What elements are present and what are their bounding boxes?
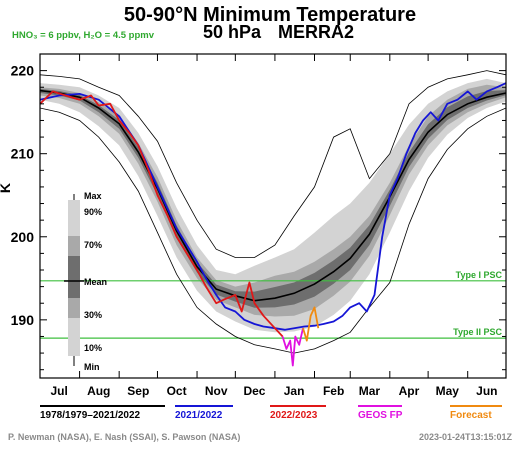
- series-forecast-line: [302, 306, 320, 342]
- psc-label-type-i: Type I PSC: [456, 270, 503, 280]
- x-tick-label: Jun: [476, 384, 497, 398]
- x-axis: Jul Aug Sep Oct Nov Dec Jan Feb Mar Apr May Jun: [50, 54, 498, 398]
- legend-label-1: 2021/2022: [175, 410, 223, 421]
- clim-min-line: [39, 107, 507, 354]
- x-tick-label: Sep: [127, 384, 149, 398]
- inset-label-max: Max: [84, 191, 102, 201]
- y-axis: 190 200 210 220: [11, 53, 506, 371]
- x-tick-label: Mar: [359, 384, 381, 398]
- inset-label-70: 70%: [84, 240, 102, 250]
- y-tick-label: 220: [11, 63, 35, 79]
- x-tick-label: May: [436, 384, 460, 398]
- legend-label-3: GEOS FP: [358, 410, 403, 421]
- chart-subtitle-level: 50 hPa: [203, 22, 262, 42]
- series-2022-2023-line: [39, 90, 284, 338]
- inset-label-10: 10%: [84, 343, 102, 353]
- psc-thresholds: Type I PSC Type II PSC: [40, 270, 506, 339]
- timestamp-text: 2023-01-24T13:15:01Z: [419, 432, 513, 442]
- inset-swatch-2: [68, 256, 80, 298]
- inset-label-30: 30%: [84, 310, 102, 320]
- x-tick-label: Jul: [50, 384, 67, 398]
- clim-max-line: [39, 70, 507, 258]
- legend-label-0: 1978/1979–2021/2022: [40, 410, 141, 421]
- chart-subtitle-source: MERRA2: [278, 22, 354, 42]
- y-tick-label: 210: [11, 146, 35, 162]
- y-tick-label: 190: [11, 312, 35, 328]
- x-tick-label: Jan: [284, 384, 305, 398]
- band-inner: [40, 88, 506, 308]
- x-tick-label: Dec: [243, 384, 265, 398]
- series-legend: 1978/1979–2021/2022 2021/2022 2022/2023 GEO…: [40, 405, 502, 421]
- y-tick-label: 200: [11, 229, 35, 245]
- series-geos-fp-line: [281, 327, 304, 367]
- clim-mean-line: [39, 89, 507, 302]
- series-2021-2022-line: [39, 82, 507, 331]
- credits-text: P. Newman (NASA), E. Nash (SSAI), S. Paw…: [8, 432, 240, 442]
- psc-label-type-ii: Type II PSC: [453, 327, 502, 337]
- season-series: [39, 82, 507, 367]
- inset-label-min: Min: [84, 362, 100, 372]
- inset-label-mean: Mean: [84, 277, 107, 287]
- inset-label-90: 90%: [84, 207, 102, 217]
- x-tick-label: Apr: [399, 384, 420, 398]
- x-tick-label: Nov: [205, 384, 228, 398]
- x-tick-label: Oct: [167, 384, 187, 398]
- x-tick-label: Aug: [87, 384, 110, 398]
- conditions-label: HNO₃ = 6 ppbv, H₂O = 4.5 ppmv: [12, 30, 155, 41]
- band-inset-legend: Max 90% 70% Mean 30% 10% Min: [64, 191, 107, 372]
- legend-label-2: 2022/2023: [270, 410, 318, 421]
- climatology-lines: [39, 70, 507, 354]
- y-axis-label: K: [0, 183, 13, 193]
- legend-label-4: Forecast: [450, 410, 492, 421]
- plot-frame: [39, 53, 507, 379]
- x-tick-label: Feb: [323, 384, 344, 398]
- chart-title: 50-90°N Minimum Temperature: [124, 4, 416, 26]
